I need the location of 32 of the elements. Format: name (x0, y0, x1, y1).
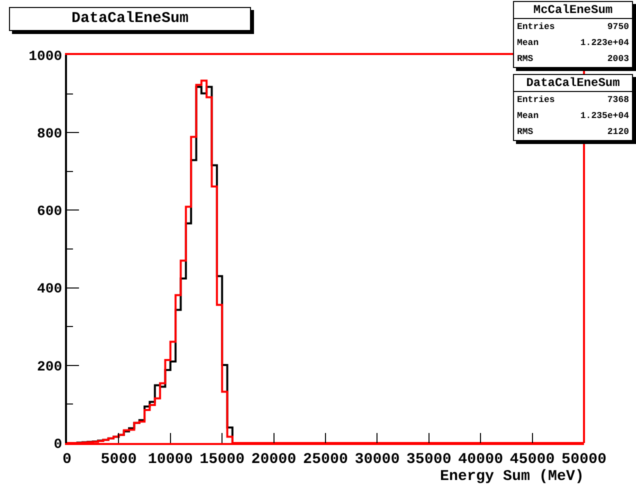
x-axis-title: Energy Sum (MeV) (440, 468, 584, 485)
annotation: RMS (517, 53, 534, 66)
x-tick-label: 10000 (148, 451, 193, 468)
annotation: DataCalEneSum (514, 75, 632, 92)
text: Mean (517, 37, 539, 50)
x-tick-label: 35000 (406, 451, 452, 468)
x-tick-label: 15000 (200, 451, 245, 468)
x-tick-label: 25000 (302, 451, 348, 468)
annotation: RMS (517, 126, 534, 139)
text: McCalEneSum (514, 2, 632, 19)
y-tick-label: 200 (36, 359, 62, 376)
annotation: Mean (517, 110, 539, 123)
annotation: Entries (517, 94, 555, 107)
text: 1.223e+04 (580, 37, 629, 50)
y-tick-label: 0 (54, 436, 62, 453)
text: 7368 (607, 94, 629, 107)
text: 9750 (607, 21, 629, 34)
x-tick-label: 40000 (458, 451, 504, 468)
annotation: 1.235e+04 (580, 110, 629, 123)
x-tick-label: 30000 (354, 451, 400, 468)
text: 2120 (607, 126, 629, 139)
text: Entries (517, 21, 555, 34)
text: 2003 (607, 53, 629, 66)
x-tick-label: 45000 (510, 451, 555, 468)
y-tick-label: 400 (36, 282, 62, 298)
chart-title: DataCalEneSum (9, 7, 251, 31)
x-tick-label: 50000 (561, 451, 607, 468)
x-tick-label: 20000 (251, 451, 296, 468)
y-tick-label: 600 (36, 204, 62, 220)
y-tick-label: 1000 (28, 48, 62, 65)
y-tick-label: 800 (36, 126, 62, 142)
x-tick-label: 5000 (100, 451, 137, 468)
